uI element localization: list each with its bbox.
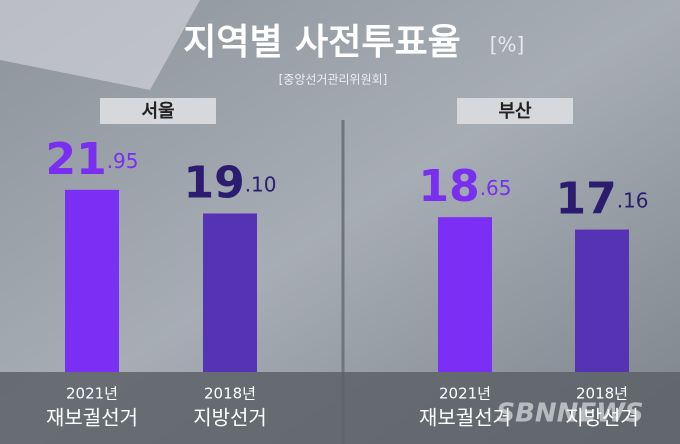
category-year: 2021년	[439, 385, 491, 403]
value-integer: 18	[418, 161, 479, 212]
bottom-band	[0, 372, 680, 444]
source: [중앙선거관리위원회]	[279, 73, 388, 87]
title: 지역별 사전투표율	[183, 22, 461, 63]
panel-title-box	[100, 98, 216, 124]
category-name: 지방선거	[565, 406, 639, 430]
value-decimal: .65	[480, 176, 512, 200]
unit: [%]	[490, 33, 525, 57]
category-name: 재보궐선거	[419, 406, 511, 430]
panel-title-box	[457, 98, 573, 124]
value-label: 21.95	[45, 134, 138, 185]
watermark: SBNNEWS	[496, 399, 643, 429]
value-label: 19.10	[183, 157, 276, 208]
bar	[438, 217, 492, 372]
panel-title: 서울	[141, 101, 174, 122]
panel-title: 부산	[498, 101, 532, 122]
value-integer: 17	[555, 174, 616, 225]
value-decimal: .16	[617, 188, 649, 212]
category-name: 지방선거	[193, 406, 267, 430]
bar	[65, 189, 119, 372]
category-year: 2018년	[576, 385, 628, 403]
category-year: 2018년	[204, 385, 256, 403]
value-label: 17.16	[555, 174, 648, 225]
value-integer: 19	[183, 157, 244, 208]
bar	[203, 213, 257, 372]
light-shape	[0, 0, 200, 90]
value-decimal: .95	[107, 148, 139, 172]
category-year: 2021년	[66, 385, 118, 403]
category-name: 재보궐선거	[46, 406, 138, 430]
value-label: 18.65	[418, 161, 511, 212]
value-decimal: .10	[245, 172, 277, 196]
bar	[575, 229, 629, 372]
value-integer: 21	[45, 134, 106, 185]
